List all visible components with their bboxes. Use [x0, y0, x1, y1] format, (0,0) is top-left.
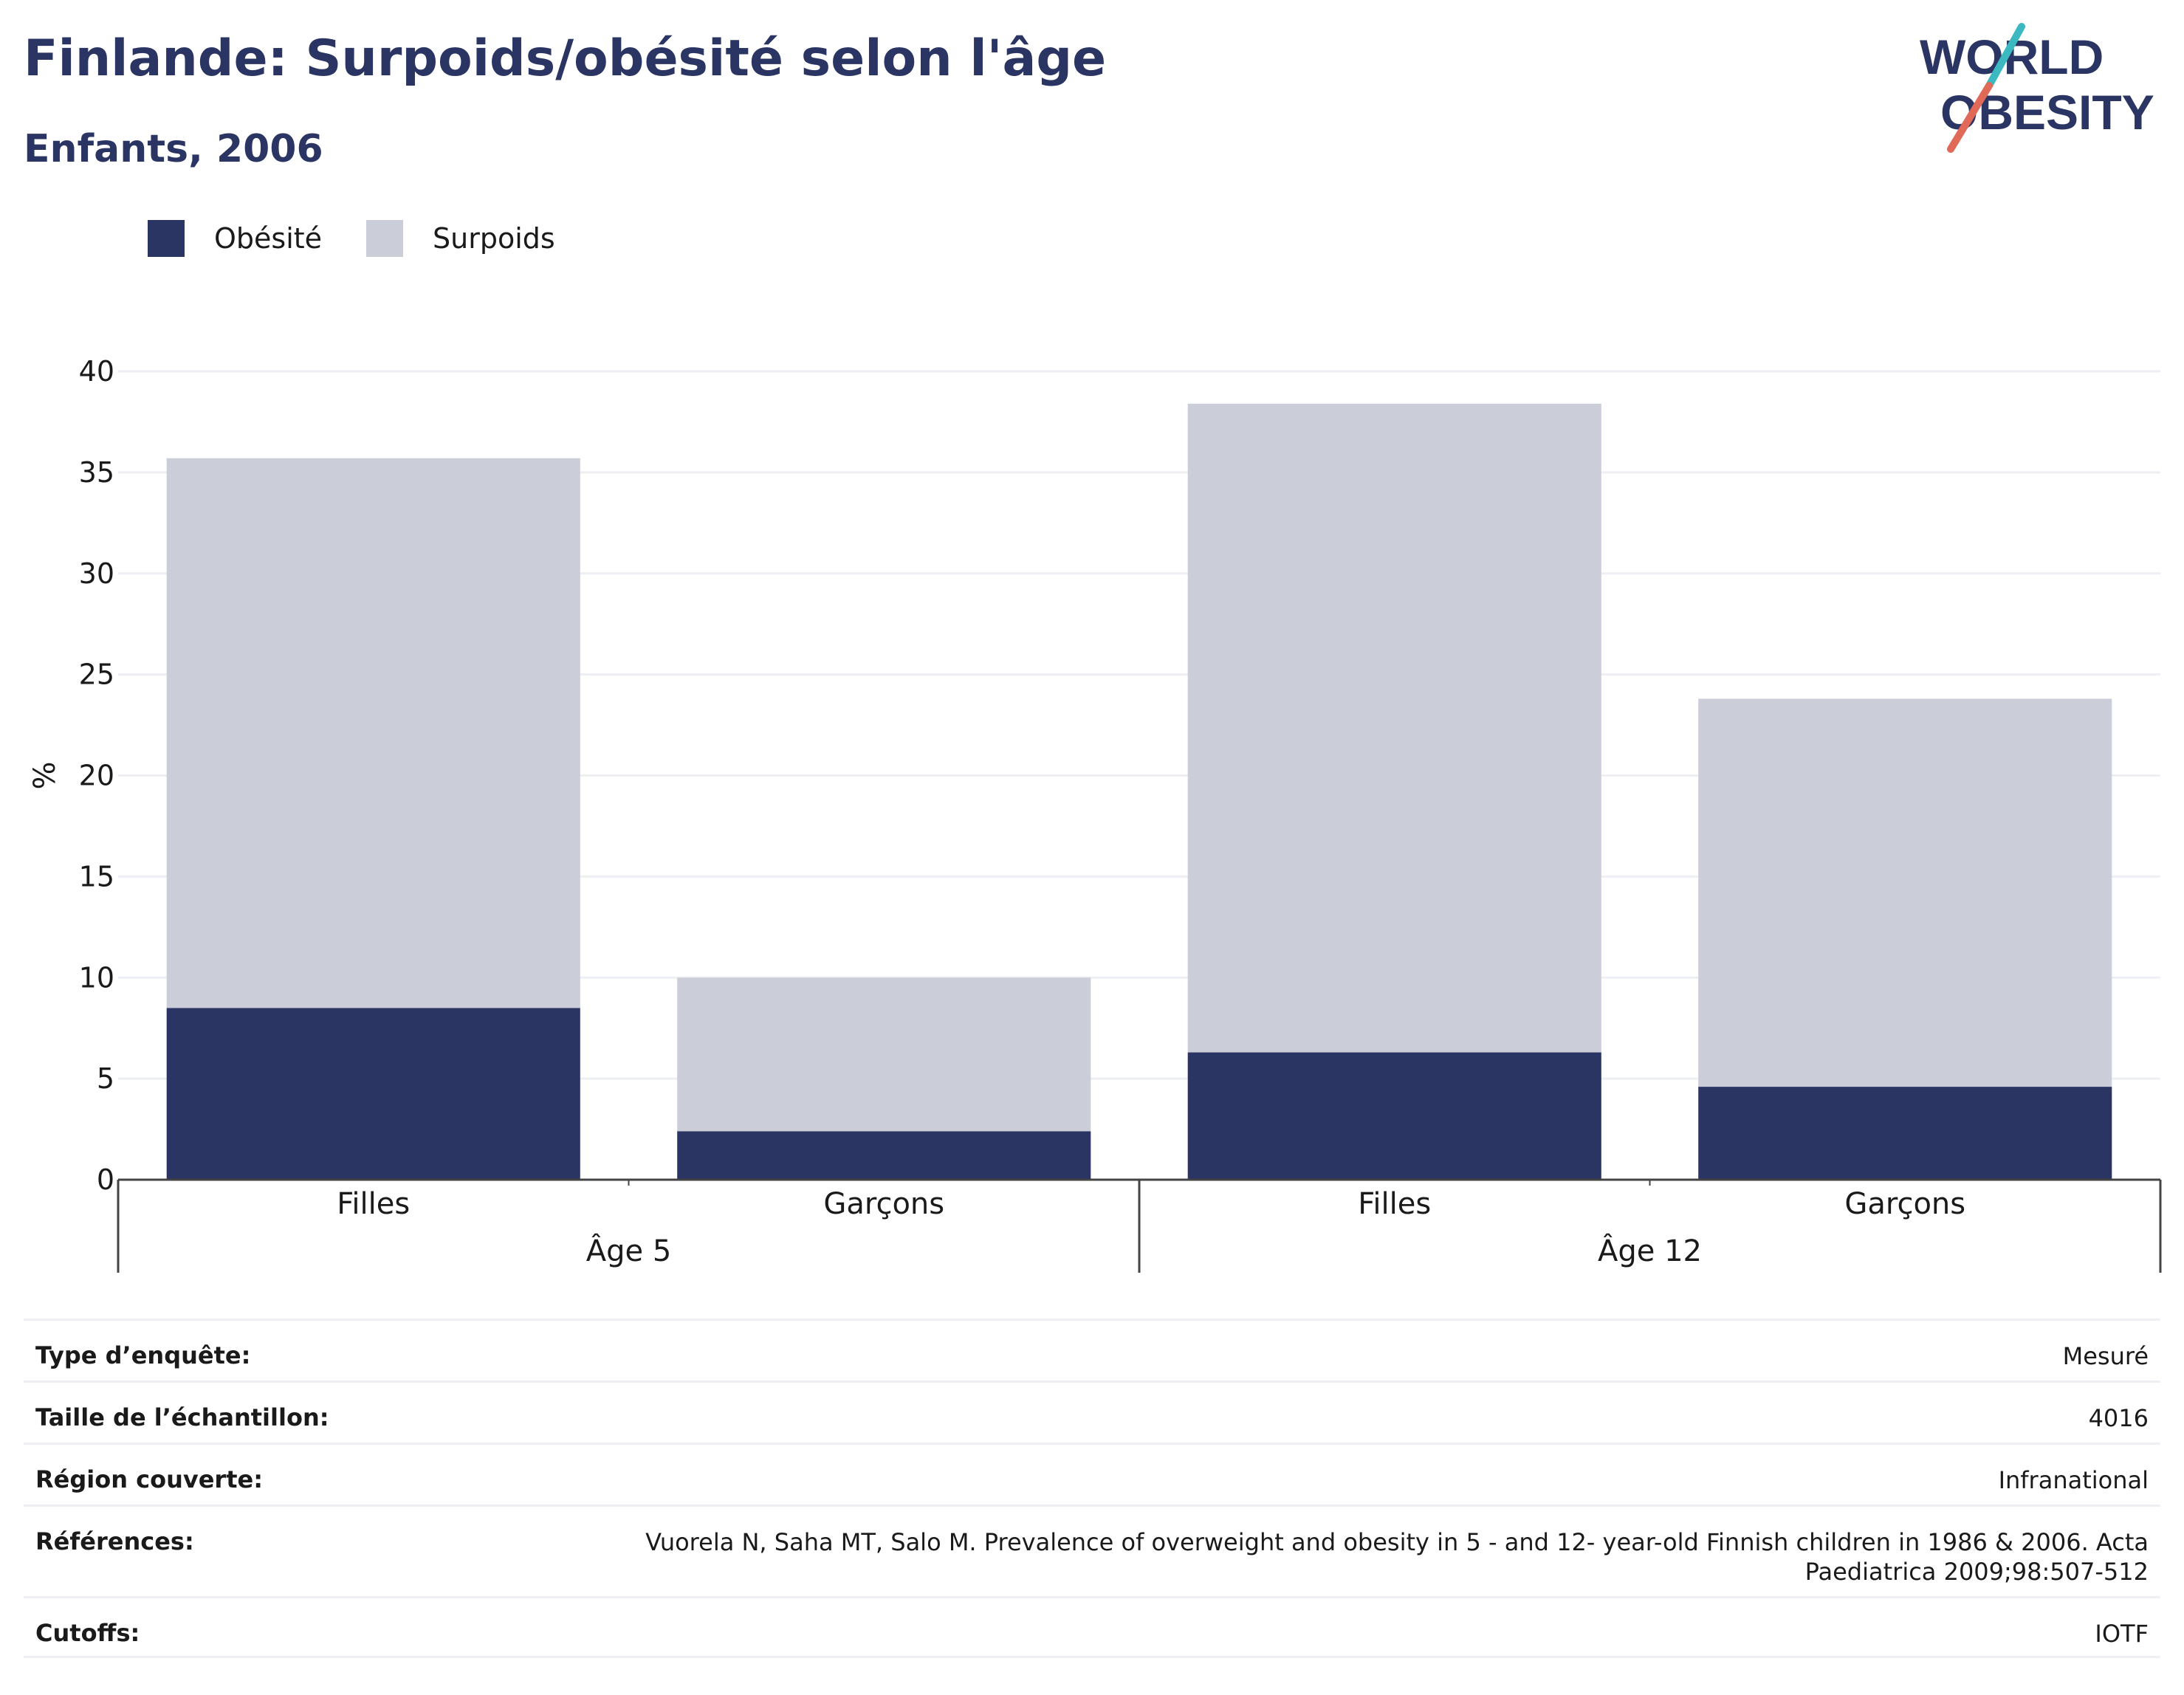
y-tick-label: 30: [79, 557, 114, 590]
world-obesity-logo: WORLD OBESITY: [1920, 23, 2154, 153]
y-tick-label: 40: [79, 355, 114, 388]
legend-label-overweight: Surpoids: [433, 222, 555, 255]
legend-swatch-obesity: [148, 220, 185, 257]
bar-obesity: [677, 1131, 1091, 1180]
bar-obesity: [1187, 1052, 1601, 1180]
legend-swatch-overweight: [366, 220, 404, 257]
info-key: Cutoffs:: [35, 1619, 140, 1647]
y-tick-label: 35: [79, 456, 114, 489]
chart-title: Finlande: Surpoids/obésité selon l'âge: [24, 30, 1107, 88]
chart-legend: Obésité Surpoids: [148, 220, 600, 257]
logo-slash-top: [1985, 23, 2025, 89]
y-axis-label: %: [28, 761, 62, 789]
y-tick-label: 5: [97, 1062, 114, 1095]
y-tick-label: 25: [79, 659, 114, 691]
x-tick-label: Garçons: [1844, 1187, 1965, 1221]
info-value: IOTF: [2095, 1620, 2149, 1648]
info-value: Mesuré: [2062, 1342, 2149, 1370]
x-tick-label: Filles: [1358, 1187, 1431, 1221]
stacked-bar-chart: 0 5 10 15 20 25 30 35 40% Filles Garçons Filles Garç…: [28, 355, 2162, 1273]
info-key: Région couverte:: [35, 1465, 263, 1493]
y-tick-label: 15: [79, 860, 114, 893]
chart-subtitle: Enfants, 2006: [24, 127, 323, 171]
logo-slash-bottom: [1947, 82, 1993, 153]
legend-item-overweight[interactable]: Surpoids: [366, 220, 555, 257]
info-row: Type d’enquête: Mesuré: [24, 1318, 2160, 1381]
bar-overweight: [1698, 698, 2112, 1087]
legend-item-obesity[interactable]: Obésité: [148, 220, 322, 257]
y-tick-label: 0: [97, 1163, 114, 1196]
info-row: Taille de l’échantillon: 4016: [24, 1381, 2160, 1443]
bar-overweight: [166, 458, 580, 1008]
bar-overweight: [1187, 403, 1601, 1053]
group-label: Âge 5: [586, 1233, 672, 1268]
info-key: Taille de l’échantillon:: [35, 1403, 329, 1431]
info-row: Références: Vuorela N, Saha MT, Salo M. …: [24, 1505, 2160, 1596]
x-tick-label: Garçons: [823, 1187, 944, 1221]
x-tick-label: Filles: [337, 1187, 410, 1221]
info-row: Cutoffs: IOTF: [24, 1596, 2160, 1658]
info-value: 4016: [2088, 1404, 2149, 1432]
info-row: Région couverte: Infranational: [24, 1443, 2160, 1505]
survey-info-table: Type d’enquête: Mesuré Taille de l’échan…: [24, 1318, 2160, 1658]
info-value: Vuorela N, Saha MT, Salo M. Prevalence o…: [645, 1528, 2149, 1586]
y-tick-label: 10: [79, 961, 114, 994]
legend-label-obesity: Obésité: [214, 222, 323, 255]
info-value: Infranational: [1998, 1466, 2149, 1494]
bar-obesity: [166, 1008, 580, 1180]
info-key: Références:: [35, 1527, 194, 1555]
bar-obesity: [1698, 1087, 2112, 1180]
group-label: Âge 12: [1598, 1233, 1702, 1268]
info-key: Type d’enquête:: [35, 1341, 251, 1369]
bar-overweight: [677, 977, 1091, 1132]
y-tick-label: 20: [79, 760, 114, 792]
